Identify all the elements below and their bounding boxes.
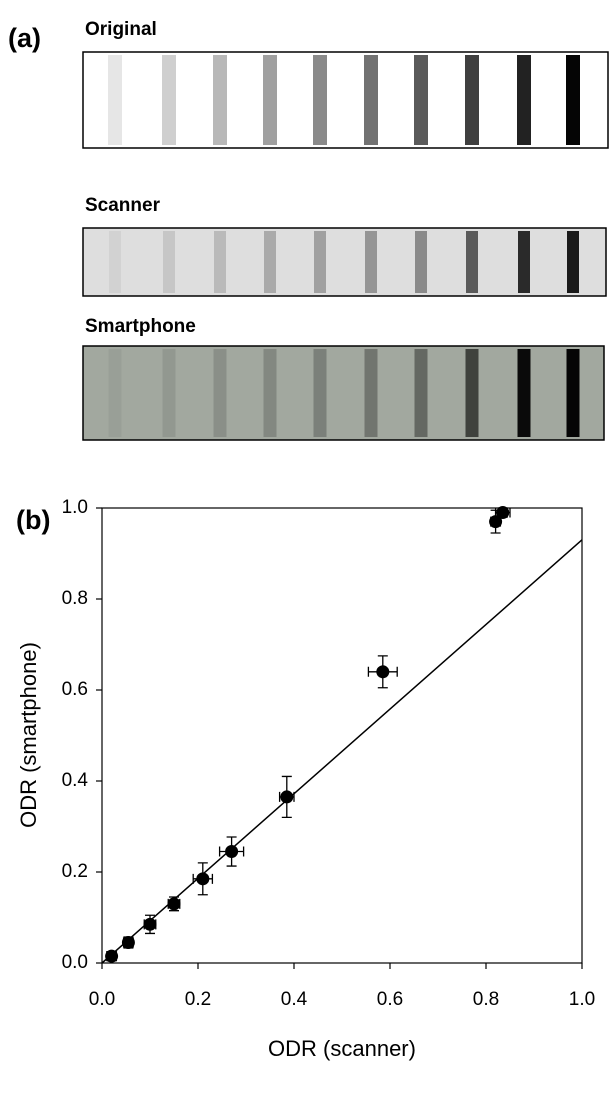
strip-band [162, 55, 176, 145]
strip-title: Smartphone [85, 316, 196, 337]
y-tick-label: 0.0 [62, 952, 88, 973]
strip-band [314, 231, 326, 293]
panel-label: (a) [8, 23, 41, 53]
x-tick-label: 0.4 [281, 989, 308, 1010]
point [376, 665, 390, 679]
point [225, 845, 239, 859]
strip-band [108, 349, 122, 437]
y-tick-label: 0.6 [62, 679, 88, 700]
panel-label: (b) [16, 505, 50, 535]
strip-band [465, 55, 479, 145]
strip-band [566, 349, 580, 437]
strip-band [264, 231, 276, 293]
plot-frame [101, 507, 583, 964]
y-tick-label: 1.0 [62, 497, 88, 518]
point [496, 506, 510, 520]
strip-band [567, 231, 579, 293]
x-tick-label: 0.8 [473, 989, 499, 1010]
x-tick-label: 1.0 [569, 989, 595, 1010]
strip-band [365, 231, 377, 293]
point [489, 515, 503, 529]
point [143, 917, 157, 931]
strip-band [162, 349, 176, 437]
strip-band [364, 349, 378, 437]
plot: 0.0 0.2 0.4 0.6 0.8 1.0 0.0 0.2 0.4 0.6 0.8 1.0 [62, 497, 596, 1010]
strip-band [364, 55, 378, 145]
strip-band [517, 349, 531, 437]
strip-band [213, 349, 227, 437]
strip-band [263, 55, 277, 145]
point [121, 936, 135, 950]
strip-title: Original [85, 19, 157, 40]
point [280, 790, 294, 804]
strip-band [213, 55, 227, 145]
strip-title: Scanner [85, 195, 161, 216]
strip-band [465, 349, 479, 437]
point [196, 872, 210, 886]
strip-band [517, 55, 531, 145]
point [105, 949, 119, 963]
strip-band [108, 55, 122, 145]
strip-band [414, 55, 428, 145]
strips [82, 51, 609, 441]
y-tick-label: 0.2 [62, 861, 88, 882]
fit-line [101, 539, 583, 964]
strip-band [109, 231, 121, 293]
strip-band [414, 349, 428, 437]
x-tick-label: 0.2 [185, 989, 211, 1010]
strip-band [415, 231, 427, 293]
y-tick-label: 0.4 [62, 770, 89, 791]
strip-band [313, 349, 327, 437]
strip-band [566, 55, 580, 145]
strip-band [313, 55, 327, 145]
strip-band [214, 231, 226, 293]
x-tick-label: 0.6 [377, 989, 403, 1010]
x-axis-title: ODR (scanner) [268, 1036, 416, 1061]
strip-band [466, 231, 478, 293]
y-axis-title: ODR (smartphone) [16, 642, 41, 828]
strip-band [263, 349, 277, 437]
point [167, 897, 181, 911]
strip-band [163, 231, 175, 293]
x-tick-label: 0.0 [89, 989, 115, 1010]
strip-band [518, 231, 530, 293]
y-tick-label: 0.8 [62, 588, 88, 609]
